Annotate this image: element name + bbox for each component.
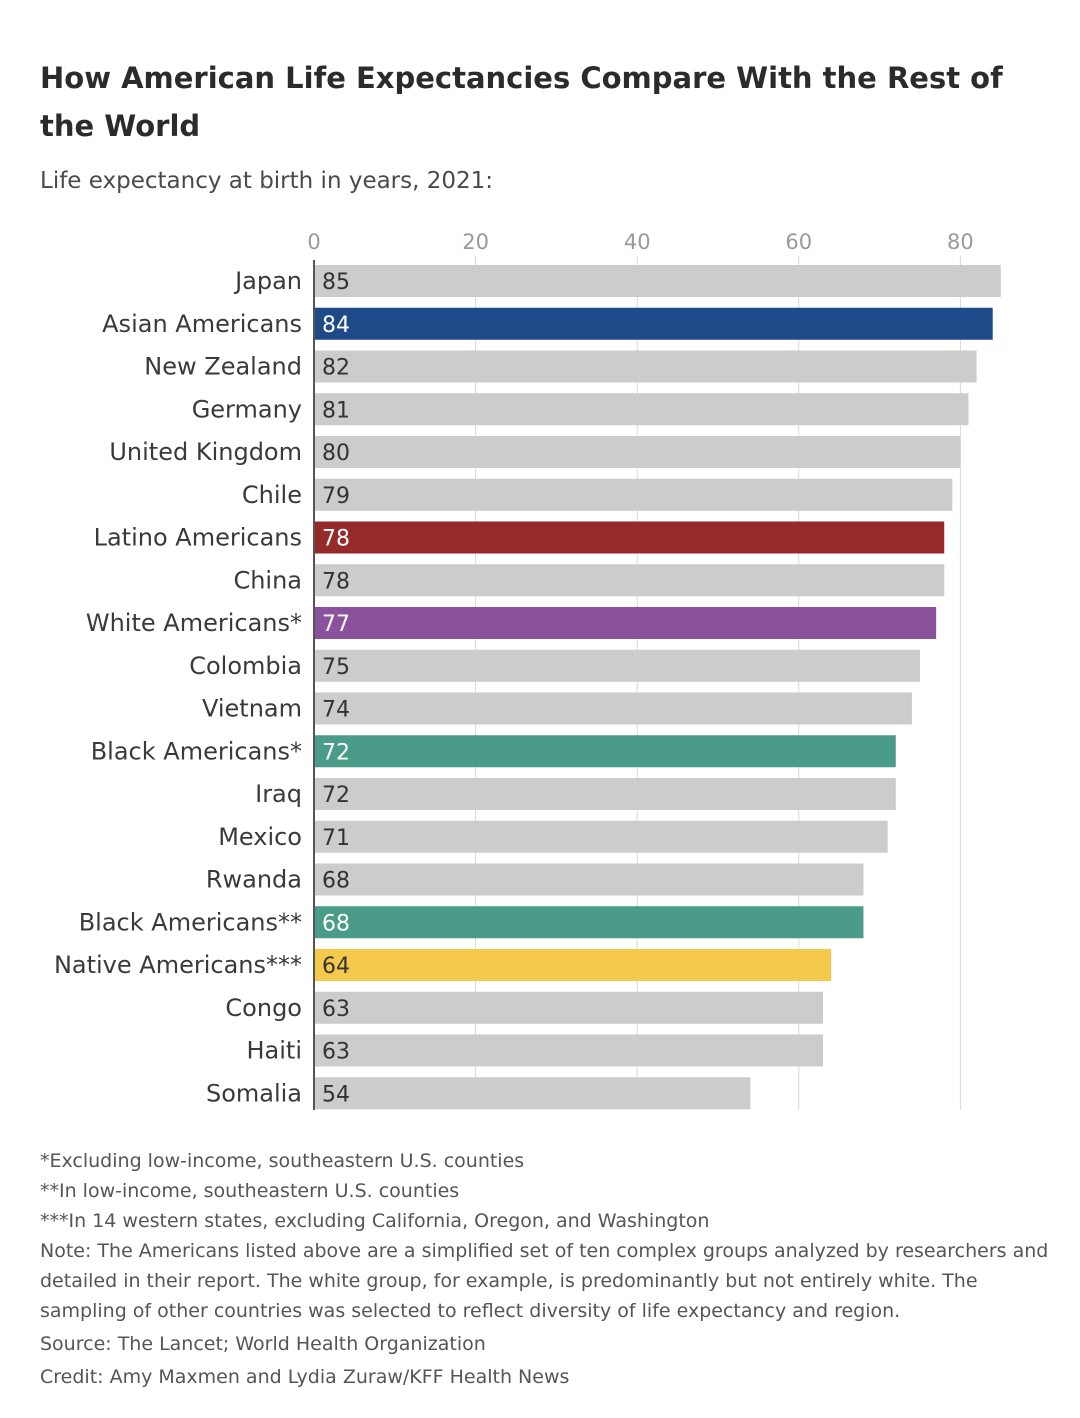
bar-black-americans-2 — [315, 906, 864, 939]
value-label-japan: 85 — [322, 270, 350, 295]
bar-latino-americans — [315, 521, 945, 554]
x-tick-label-0: 0 — [307, 230, 320, 254]
bar-colombia — [315, 649, 920, 682]
category-label-asian-americans: Asian Americans — [102, 310, 302, 338]
value-label-white-americans-1: 77 — [322, 612, 350, 637]
value-label-latino-americans: 78 — [322, 527, 350, 552]
bar-united-kingdom — [315, 436, 961, 468]
category-label-native-americans-3: Native Americans*** — [54, 951, 302, 979]
bar-somalia — [315, 1077, 751, 1110]
bar-new-zealand — [315, 350, 977, 383]
x-tick-label-20: 20 — [462, 230, 489, 254]
value-label-vietnam: 74 — [322, 698, 350, 723]
value-label-colombia: 75 — [322, 655, 350, 680]
category-label-somalia: Somalia — [206, 1079, 302, 1107]
category-label-vietnam: Vietnam — [202, 695, 302, 723]
footnote-1: *Excluding low-income, southeastern U.S.… — [40, 1150, 525, 1172]
category-label-black-americans-1: Black Americans* — [91, 737, 302, 765]
x-tick-label-80: 80 — [947, 230, 974, 254]
category-label-new-zealand: New Zealand — [144, 353, 302, 381]
category-label-united-kingdom: United Kingdom — [109, 438, 302, 466]
value-label-black-americans-2: 68 — [322, 911, 350, 936]
category-label-latino-americans: Latino Americans — [94, 524, 302, 552]
value-label-rwanda: 68 — [322, 869, 350, 894]
source-line: Source: The Lancet; World Health Organiz… — [40, 1333, 486, 1355]
chart-notes: *Excluding low-income, southeastern U.S.… — [40, 1146, 1050, 1392]
bar-mexico — [315, 820, 888, 853]
bar-congo — [315, 991, 824, 1024]
x-tick-label-60: 60 — [785, 230, 812, 254]
value-label-united-kingdom: 80 — [322, 441, 350, 466]
category-label-colombia: Colombia — [189, 652, 302, 680]
value-label-new-zealand: 82 — [322, 356, 350, 381]
value-label-asian-americans: 84 — [322, 313, 350, 338]
value-label-congo: 63 — [322, 997, 350, 1022]
bar-native-americans-3 — [315, 949, 832, 981]
bar-japan — [315, 265, 1001, 297]
value-label-mexico: 71 — [322, 826, 350, 851]
bar-germany — [315, 393, 969, 426]
chart-subtitle: Life expectancy at birth in years, 2021: — [40, 168, 494, 194]
category-label-black-americans-2: Black Americans** — [79, 908, 302, 936]
category-label-germany: Germany — [192, 395, 302, 423]
category-label-iraq: Iraq — [255, 780, 302, 808]
value-label-china: 78 — [322, 569, 350, 594]
category-label-congo: Congo — [225, 994, 302, 1022]
chart-title: How American Life Expectancies Compare W… — [40, 61, 1003, 143]
category-label-japan: Japan — [233, 267, 302, 295]
category-label-rwanda: Rwanda — [206, 866, 302, 894]
footnote-3: ***In 14 western states, excluding Calif… — [40, 1210, 710, 1232]
value-label-somalia: 54 — [322, 1082, 350, 1107]
footnote-2: **In low-income, southeastern U.S. count… — [40, 1180, 460, 1202]
bar-iraq — [315, 778, 896, 810]
value-label-germany: 81 — [322, 398, 350, 423]
category-label-white-americans-1: White Americans* — [86, 609, 302, 637]
bar-haiti — [315, 1034, 824, 1067]
credit-line: Credit: Amy Maxmen and Lydia Zuraw/KFF H… — [40, 1366, 570, 1388]
category-label-mexico: Mexico — [218, 823, 302, 851]
category-label-haiti: Haiti — [247, 1037, 303, 1065]
value-label-black-americans-1: 72 — [322, 740, 350, 765]
bar-chart: 0 20 40 60 80 Japan 85 Asian Americans 84 New Zea… — [54, 230, 1001, 1110]
bar-asian-americans — [315, 307, 993, 340]
category-label-chile: Chile — [242, 481, 302, 509]
value-label-haiti: 63 — [322, 1040, 350, 1065]
bar-black-americans-1 — [315, 735, 896, 768]
value-label-native-americans-3: 64 — [322, 954, 350, 979]
category-label-china: China — [233, 566, 302, 594]
bar-chile — [315, 478, 953, 511]
bar-china — [315, 564, 945, 597]
methodology-note: Note: The Americans listed above are a s… — [40, 1240, 1049, 1322]
bar-rwanda — [315, 863, 864, 896]
bar-vietnam — [315, 692, 912, 725]
x-tick-label-40: 40 — [624, 230, 651, 254]
value-label-chile: 79 — [322, 484, 350, 509]
bar-white-americans-1 — [315, 607, 937, 639]
value-label-iraq: 72 — [322, 783, 350, 808]
